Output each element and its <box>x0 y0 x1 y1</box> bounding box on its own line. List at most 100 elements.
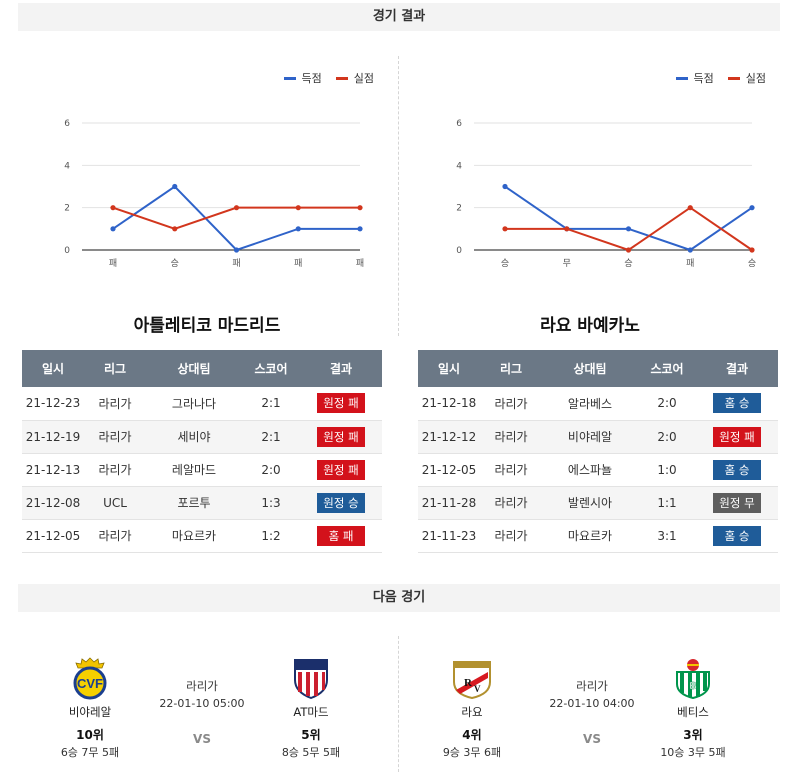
away-team[interactable]: AT마드 5위 8승 5무 5패 <box>271 650 351 760</box>
data-point-conceded[interactable] <box>110 205 116 211</box>
svg-text:B: B <box>689 681 696 692</box>
result-badge: 원정 패 <box>317 459 365 480</box>
cell-date: 21-11-28 <box>418 486 480 520</box>
data-point-scored[interactable] <box>233 247 240 253</box>
x-tick-label: 패 <box>294 258 302 269</box>
data-point-conceded[interactable] <box>357 205 363 211</box>
data-point-conceded[interactable] <box>687 205 693 211</box>
home-team[interactable]: R V 라요 4위 9승 3무 6패 <box>432 650 512 760</box>
cell-league: 라리가 <box>480 387 542 421</box>
legend-conceded[interactable]: 실점 <box>727 70 766 86</box>
cell-opponent: 세비야 <box>146 420 242 454</box>
away-team[interactable]: B 베티스 3위 10승 3무 5패 <box>653 650 733 760</box>
x-tick-label: 패 <box>686 258 694 269</box>
legend-scored-swatch <box>675 76 688 80</box>
cell-date: 21-12-23 <box>22 387 84 421</box>
table-row[interactable]: 21-12-08 UCL 포르투 1:3 원정 승 <box>22 486 382 520</box>
data-point-scored[interactable] <box>687 247 693 253</box>
data-point-conceded[interactable] <box>502 226 508 232</box>
table-row[interactable]: 21-11-23 라리가 마요르카 3:1 홈 승 <box>418 519 778 553</box>
data-point-scored[interactable] <box>749 205 755 211</box>
data-point-scored[interactable] <box>625 226 632 232</box>
results-section-title: 경기 결과 <box>18 3 780 31</box>
cell-opponent: 발렌시아 <box>542 486 638 520</box>
table-row[interactable]: 21-12-05 라리가 에스파뇰 1:0 홈 승 <box>418 453 778 487</box>
legend-scored[interactable]: 득점 <box>283 70 322 86</box>
match-league: 라리가 <box>186 679 218 693</box>
data-point-conceded[interactable] <box>295 205 301 211</box>
data-point-conceded[interactable] <box>749 247 755 253</box>
table-row[interactable]: 21-12-23 라리가 그라나다 2:1 원정 패 <box>22 387 382 421</box>
y-tick-label: 4 <box>456 161 462 171</box>
cell-result: 홈 승 <box>696 519 778 553</box>
cell-score: 2:0 <box>638 420 696 454</box>
data-point-scored[interactable] <box>295 226 301 232</box>
result-badge: 원정 무 <box>713 492 761 513</box>
next-match-2[interactable]: R V 라요 4위 9승 3무 6패 라리가 22-01-10 04:00 VS… <box>412 650 772 760</box>
result-badge: 홈 승 <box>713 459 761 480</box>
header-score: 스코어 <box>242 350 300 387</box>
home-team-rank: 10위 <box>76 728 104 742</box>
cell-date: 21-11-23 <box>418 519 480 553</box>
cell-date: 21-12-19 <box>22 420 84 454</box>
header-result: 결과 <box>300 350 382 387</box>
y-tick-label: 6 <box>456 119 462 129</box>
chart-plot-atletico: 0 2 4 6 패 승 패 패 패 <box>64 119 364 269</box>
data-point-conceded[interactable] <box>233 205 240 211</box>
legend-scored[interactable]: 득점 <box>675 70 714 86</box>
x-tick-label: 승 <box>171 258 179 269</box>
vs-label: VS <box>193 732 211 746</box>
cell-result: 원정 패 <box>300 387 382 421</box>
data-point-scored[interactable] <box>110 226 116 232</box>
table-row[interactable]: 21-12-12 라리가 비야레알 2:0 원정 패 <box>418 420 778 454</box>
data-point-scored[interactable] <box>502 183 508 190</box>
cell-league: 라리가 <box>480 486 542 520</box>
match-datetime: 22-01-10 05:00 <box>159 697 245 710</box>
y-tick-label: 0 <box>456 246 462 256</box>
next-match-1[interactable]: CVF 비야레알 10위 6승 7무 5패 라리가 22-01-10 05:00… <box>22 650 382 760</box>
data-point-scored[interactable] <box>357 226 363 232</box>
cell-result: 원정 패 <box>300 453 382 487</box>
legend-conceded-swatch <box>727 76 740 80</box>
home-team-record: 6승 7무 5패 <box>60 746 120 759</box>
data-point-conceded[interactable] <box>564 226 570 232</box>
cell-score: 1:1 <box>638 486 696 520</box>
atletico-madrid-logo-icon <box>289 656 333 700</box>
real-betis-logo-icon: B <box>671 656 715 700</box>
svg-text:CVF: CVF <box>77 676 103 691</box>
y-tick-label: 4 <box>64 161 70 171</box>
svg-text:V: V <box>474 684 481 694</box>
cell-score: 2:0 <box>242 453 300 487</box>
match-info: 라리가 22-01-10 05:00 VS <box>147 678 257 746</box>
cell-league: 라리가 <box>84 387 146 421</box>
cell-result: 원정 패 <box>300 420 382 454</box>
table-header-row: 일시 리그 상대팀 스코어 결과 <box>418 350 778 387</box>
cell-result: 홈 승 <box>696 453 778 487</box>
cell-league: UCL <box>84 486 146 520</box>
home-team[interactable]: CVF 비야레알 10위 6승 7무 5패 <box>50 650 130 760</box>
data-point-conceded[interactable] <box>172 226 178 232</box>
away-team-record: 8승 5무 5패 <box>281 746 341 759</box>
header-league: 리그 <box>480 350 542 387</box>
cell-opponent: 포르투 <box>146 486 242 520</box>
cell-date: 21-12-18 <box>418 387 480 421</box>
result-badge: 원정 패 <box>317 426 365 447</box>
table-row[interactable]: 21-12-05 라리가 마요르카 1:2 홈 패 <box>22 519 382 553</box>
cell-league: 라리가 <box>84 519 146 553</box>
cell-date: 21-12-05 <box>22 519 84 553</box>
cell-opponent: 레알마드 <box>146 453 242 487</box>
data-point-conceded[interactable] <box>625 247 632 253</box>
table-row[interactable]: 21-12-13 라리가 레알마드 2:0 원정 패 <box>22 453 382 487</box>
cell-opponent: 알라베스 <box>542 387 638 421</box>
data-point-scored[interactable] <box>172 183 178 190</box>
results-divider <box>398 56 399 336</box>
table-row[interactable]: 21-12-19 라리가 세비야 2:1 원정 패 <box>22 420 382 454</box>
legend-conceded[interactable]: 실점 <box>335 70 374 86</box>
cell-score: 2:1 <box>242 420 300 454</box>
result-badge: 홈 승 <box>713 525 761 546</box>
result-badge: 홈 패 <box>317 525 365 546</box>
table-row[interactable]: 21-12-18 라리가 알라베스 2:0 홈 승 <box>418 387 778 421</box>
table-row[interactable]: 21-11-28 라리가 발렌시아 1:1 원정 무 <box>418 486 778 520</box>
result-badge: 원정 승 <box>317 492 365 513</box>
cell-league: 라리가 <box>84 420 146 454</box>
